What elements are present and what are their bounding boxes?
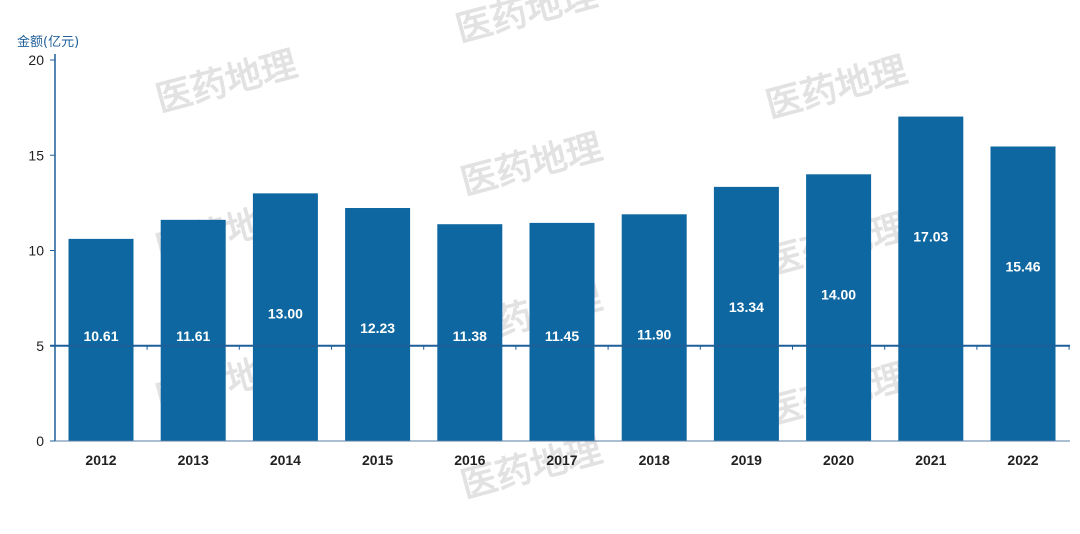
bar-2020 (806, 174, 872, 442)
x-tick-label: 2019 (731, 452, 762, 468)
bar-2022 (990, 146, 1056, 441)
data-label: 11.90 (637, 326, 671, 342)
x-tick-label: 2012 (85, 452, 116, 468)
labels-group: 0 5 10 15 20 2012 10.61 2013 11.61 2014 13.00 2015 1… (28, 52, 1040, 468)
bar-2012 (68, 238, 134, 441)
data-label: 10.61 (83, 328, 118, 344)
x-tick-label: 2017 (546, 452, 577, 468)
watermark-text: 医药地理 (152, 44, 302, 121)
data-label: 12.23 (360, 320, 395, 336)
data-label: 14.00 (821, 286, 856, 302)
x-tick-label: 2022 (1007, 452, 1038, 468)
bar-2013 (160, 219, 226, 441)
x-tick-label: 2013 (178, 452, 209, 468)
data-label: 11.45 (545, 328, 579, 344)
x-tick-label: 2020 (823, 452, 854, 468)
x-tick-label: 2018 (639, 452, 670, 468)
x-tick-label: 2016 (454, 452, 485, 468)
data-label: 15.46 (1005, 258, 1040, 274)
axes-group (50, 54, 1070, 442)
bars-group (68, 116, 1056, 442)
bar-2019 (713, 186, 779, 441)
data-label: 11.38 (453, 328, 487, 344)
watermark-text: 医药地理 (452, 0, 602, 51)
bar-2015 (345, 208, 411, 441)
data-label: 17.03 (913, 229, 948, 245)
y-tick-label: 20 (28, 52, 44, 68)
bar-2018 (621, 214, 687, 441)
data-label: 11.61 (176, 328, 210, 344)
y-axis-title: 金额(亿元) (17, 34, 79, 50)
y-tick-label: 10 (28, 243, 44, 259)
y-tick-label: 15 (28, 147, 44, 163)
data-label: 13.34 (729, 299, 764, 315)
bar-2017 (529, 222, 595, 441)
watermark-text: 医药地理 (762, 50, 912, 127)
x-tick-label: 2015 (362, 452, 393, 468)
y-tick-label: 5 (36, 338, 44, 354)
bar-2014 (252, 193, 318, 441)
data-label: 13.00 (268, 305, 303, 321)
bar-2016 (437, 224, 503, 441)
x-tick-label: 2014 (270, 452, 301, 468)
bar-2021 (898, 116, 964, 442)
y-tick-label: 0 (36, 433, 44, 449)
watermark-text: 医药地理 (457, 127, 607, 204)
x-tick-label: 2021 (915, 452, 946, 468)
